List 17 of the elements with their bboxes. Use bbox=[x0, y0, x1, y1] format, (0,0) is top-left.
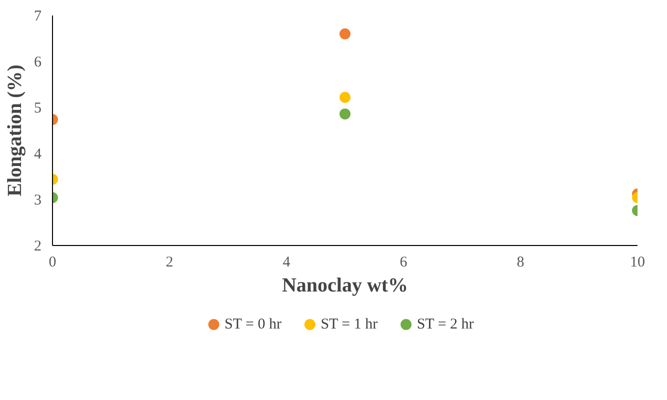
y-axis-title: Elongation (%) bbox=[4, 64, 26, 196]
legend-label: ST = 0 hr bbox=[224, 316, 282, 332]
x-axis-title: Nanoclay wt% bbox=[282, 274, 408, 296]
x-tick-label: 6 bbox=[400, 254, 408, 270]
y-tick-label: 2 bbox=[34, 238, 42, 254]
x-tick-label: 0 bbox=[48, 254, 56, 270]
x-tick-label: 2 bbox=[166, 254, 174, 270]
y-tick-label: 4 bbox=[34, 146, 42, 162]
y-tick-label: 5 bbox=[34, 100, 42, 116]
y-tick-label: 3 bbox=[34, 192, 42, 208]
legend-label: ST = 2 hr bbox=[416, 316, 474, 332]
y-tick-label: 7 bbox=[34, 8, 42, 24]
x-tick-label: 10 bbox=[630, 254, 645, 270]
x-tick-label: 8 bbox=[516, 254, 524, 270]
legend-label: ST = 1 hr bbox=[320, 316, 378, 332]
y-tick-label: 6 bbox=[34, 54, 42, 70]
x-tick-label: 4 bbox=[282, 254, 291, 270]
